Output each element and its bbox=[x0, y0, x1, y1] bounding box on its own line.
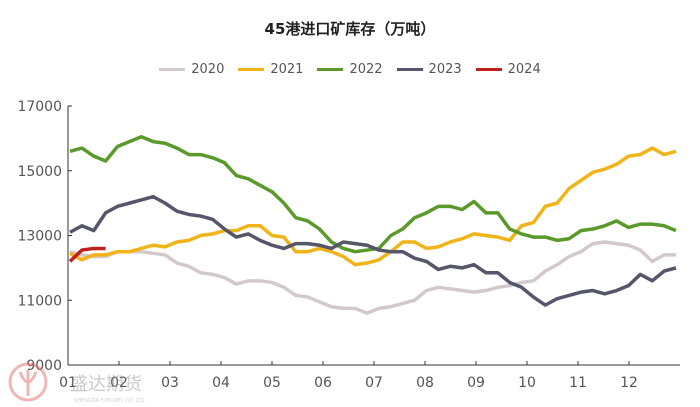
y-tick-label: 11000 bbox=[17, 293, 62, 309]
legend-swatch bbox=[238, 68, 265, 71]
series-line-2021 bbox=[69, 146, 677, 267]
series-line-2023 bbox=[69, 194, 677, 307]
legend-swatch bbox=[475, 68, 502, 71]
x-tick-label: 06 bbox=[314, 375, 332, 391]
x-tick-label: 09 bbox=[467, 375, 485, 391]
legend-item-2022: 2022 bbox=[317, 62, 383, 77]
series-line-2024 bbox=[68, 246, 106, 263]
legend-label: 2023 bbox=[428, 62, 462, 77]
y-tick-label: 13000 bbox=[17, 229, 62, 245]
x-tick-label: 10 bbox=[518, 375, 536, 391]
x-tick-label: 05 bbox=[263, 375, 281, 391]
x-tick-label: 11 bbox=[569, 375, 587, 391]
legend-label: 2024 bbox=[507, 62, 541, 77]
x-tick-label: 02 bbox=[110, 375, 128, 391]
y-tick-label: 15000 bbox=[17, 164, 62, 180]
series-line-2022 bbox=[69, 135, 677, 254]
legend-label: 2022 bbox=[349, 62, 383, 77]
watermark-logo: 盛达期货 SHENGDA FUTURES CO.,LTD. bbox=[8, 362, 178, 407]
x-tick-label: 07 bbox=[365, 375, 383, 391]
chart-title: 45港进口矿库存（万吨） bbox=[264, 20, 436, 38]
legend: 2020 2021 2022 2023 2024 bbox=[0, 62, 700, 77]
legend-swatch bbox=[317, 68, 344, 71]
legend-swatch bbox=[396, 68, 423, 71]
x-tick-label: 03 bbox=[161, 375, 179, 391]
watermark-text: 盛达期货 bbox=[70, 374, 142, 395]
y-tick-label: 9000 bbox=[26, 358, 62, 374]
x-tick-label: 04 bbox=[212, 375, 230, 391]
legend-swatch bbox=[159, 68, 186, 71]
legend-label: 2020 bbox=[191, 62, 225, 77]
y-tick-label: 17000 bbox=[17, 99, 62, 115]
legend-item-2020: 2020 bbox=[159, 62, 224, 77]
x-tick-label: 12 bbox=[620, 375, 638, 391]
legend-label: 2021 bbox=[270, 62, 304, 77]
x-tick-label: 01 bbox=[59, 375, 77, 391]
watermark-subtext: SHENGDA FUTURES CO.,LTD. bbox=[74, 398, 147, 404]
legend-item-2021: 2021 bbox=[238, 62, 303, 77]
series-line-2020 bbox=[69, 240, 676, 315]
legend-item-2023: 2023 bbox=[396, 62, 462, 77]
legend-item-2024: 2024 bbox=[475, 62, 541, 77]
x-tick-label: 08 bbox=[416, 375, 434, 391]
